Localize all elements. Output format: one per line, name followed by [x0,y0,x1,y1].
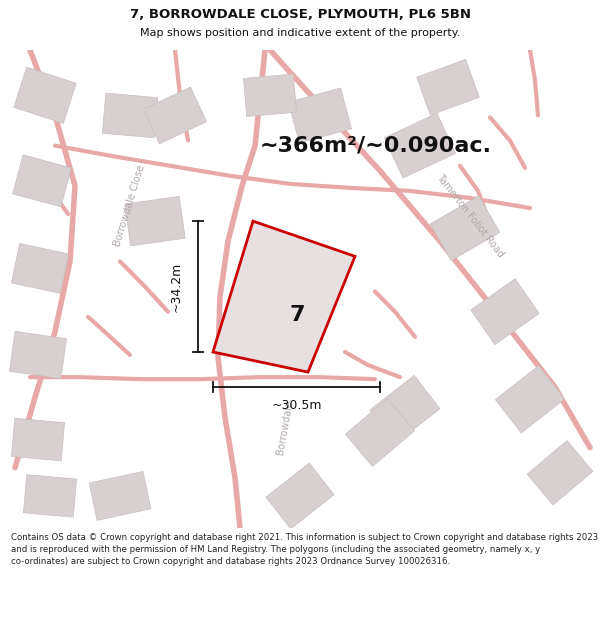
Text: Tamerton Foliot Road: Tamerton Foliot Road [434,173,506,260]
Polygon shape [471,279,539,344]
Polygon shape [13,155,71,207]
Polygon shape [125,196,185,246]
Polygon shape [385,113,455,178]
Text: ~30.5m: ~30.5m [271,399,322,412]
Text: ~366m²/~0.090ac.: ~366m²/~0.090ac. [260,136,492,156]
Polygon shape [11,418,65,461]
Text: ~34.2m: ~34.2m [170,261,182,312]
Polygon shape [244,74,296,116]
Polygon shape [346,399,415,466]
Polygon shape [143,87,206,144]
Text: 7, BORROWDALE CLOSE, PLYMOUTH, PL6 5BN: 7, BORROWDALE CLOSE, PLYMOUTH, PL6 5BN [130,8,470,21]
Polygon shape [103,93,158,138]
Polygon shape [14,67,76,124]
Polygon shape [496,366,565,433]
Polygon shape [527,441,593,505]
Polygon shape [11,244,68,293]
Text: 7: 7 [290,306,305,326]
Polygon shape [266,463,334,529]
Polygon shape [289,88,352,143]
Polygon shape [23,474,77,517]
Text: Map shows position and indicative extent of the property.: Map shows position and indicative extent… [140,28,460,38]
Polygon shape [213,221,355,372]
Polygon shape [430,196,500,261]
Polygon shape [10,331,67,379]
Text: Borrowdale: Borrowdale [275,399,295,456]
Text: Contains OS data © Crown copyright and database right 2021. This information is : Contains OS data © Crown copyright and d… [11,533,598,566]
Polygon shape [417,59,479,115]
Polygon shape [89,471,151,521]
Text: Borrowdale Close: Borrowdale Close [113,164,147,248]
Polygon shape [370,376,440,443]
